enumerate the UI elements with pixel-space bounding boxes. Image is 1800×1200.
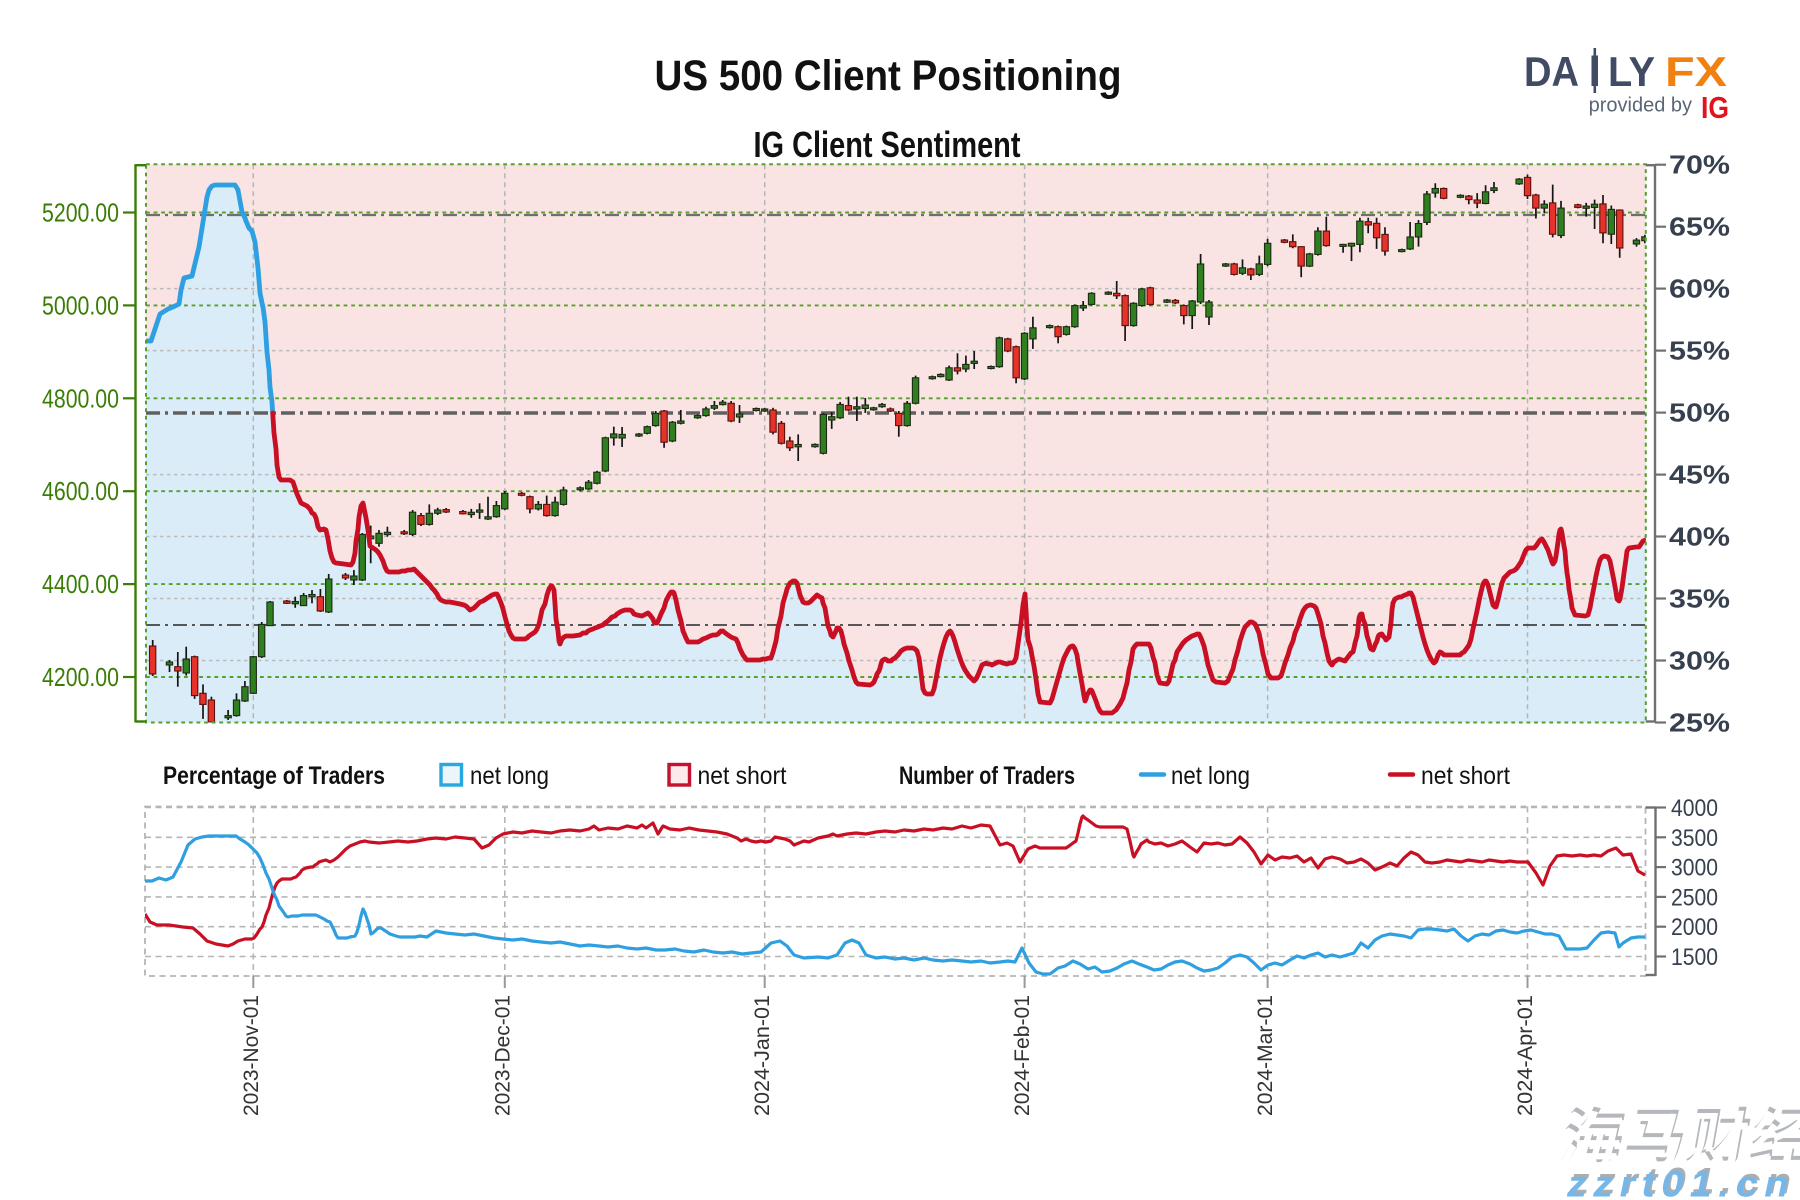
svg-text:70%: 70% (1669, 152, 1730, 180)
svg-text:2024-Feb-01: 2024-Feb-01 (1010, 995, 1034, 1116)
svg-text:5000.00: 5000.00 (42, 290, 119, 320)
svg-text:2500: 2500 (1671, 884, 1718, 911)
svg-text:4800.00: 4800.00 (42, 383, 119, 413)
svg-text:provided by: provided by (1589, 95, 1692, 117)
svg-text:5200.00: 5200.00 (42, 198, 119, 228)
svg-text:40%: 40% (1669, 524, 1730, 552)
svg-text:25%: 25% (1669, 710, 1730, 738)
svg-text:2024-Apr-01: 2024-Apr-01 (1513, 995, 1537, 1116)
svg-text:net long: net long (470, 762, 549, 790)
svg-text:2023-Dec-01: 2023-Dec-01 (490, 995, 514, 1116)
svg-text:4600.00: 4600.00 (42, 476, 119, 506)
svg-text:55%: 55% (1669, 338, 1730, 366)
svg-text:30%: 30% (1669, 648, 1730, 676)
svg-text:4400.00: 4400.00 (42, 569, 119, 599)
svg-text:4200.00: 4200.00 (42, 662, 119, 692)
svg-text:IG Client Sentiment: IG Client Sentiment (754, 124, 1021, 165)
svg-text:50%: 50% (1669, 400, 1730, 428)
svg-text:net long: net long (1171, 762, 1250, 790)
svg-text:2023-Nov-01: 2023-Nov-01 (239, 995, 263, 1116)
svg-text:LY: LY (1608, 48, 1655, 95)
svg-text:2024-Mar-01: 2024-Mar-01 (1253, 995, 1277, 1116)
svg-text:zzrt01.cn: zzrt01.cn (1568, 1161, 1797, 1200)
svg-text:2000: 2000 (1671, 914, 1718, 941)
svg-text:2024-Jan-01: 2024-Jan-01 (750, 995, 774, 1116)
svg-text:45%: 45% (1669, 462, 1730, 490)
svg-text:FX: FX (1665, 48, 1727, 95)
svg-text:net short: net short (698, 762, 787, 790)
svg-text:zzrt01.cn: zzrt01.cn (1566, 1164, 1795, 1200)
svg-text:net short: net short (1421, 762, 1510, 790)
svg-text:60%: 60% (1669, 276, 1730, 304)
svg-text:Percentage of Traders: Percentage of Traders (163, 762, 385, 790)
svg-text:35%: 35% (1669, 586, 1730, 614)
svg-text:1500: 1500 (1671, 944, 1718, 971)
svg-text:IG: IG (1701, 90, 1729, 125)
svg-text:3000: 3000 (1671, 855, 1718, 882)
svg-text:4000: 4000 (1671, 795, 1718, 822)
svg-text:3500: 3500 (1671, 825, 1718, 852)
svg-text:65%: 65% (1669, 214, 1730, 242)
svg-text:US 500 Client Positioning: US 500 Client Positioning (655, 52, 1122, 100)
svg-text:Number of Traders: Number of Traders (899, 762, 1075, 790)
svg-text:DA: DA (1524, 48, 1579, 95)
